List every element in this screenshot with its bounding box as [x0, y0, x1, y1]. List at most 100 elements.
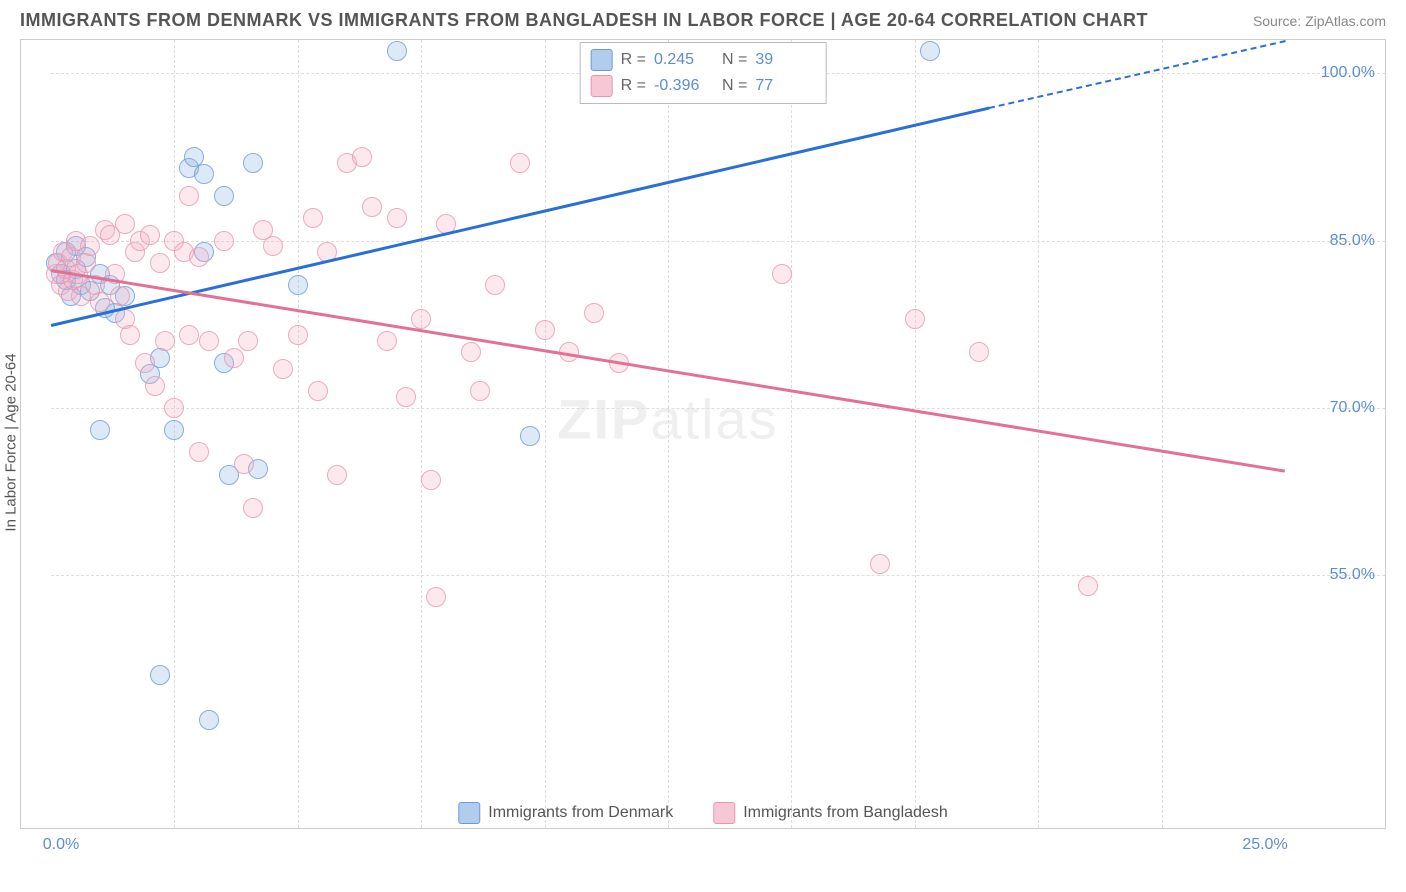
scatter-point	[189, 247, 209, 267]
scatter-point	[189, 442, 209, 462]
gridline-horizontal	[51, 575, 1385, 576]
scatter-point	[90, 292, 110, 312]
scatter-point	[120, 325, 140, 345]
scatter-point	[387, 41, 407, 61]
scatter-point	[470, 381, 490, 401]
scatter-point	[135, 353, 155, 373]
n-value-denmark: 39	[755, 51, 815, 69]
n-value-bangladesh: 77	[755, 77, 815, 95]
series-legend-bangladesh: Immigrants from Bangladesh	[713, 802, 948, 824]
scatter-point	[238, 331, 258, 351]
scatter-point	[969, 342, 989, 362]
scatter-point	[396, 387, 416, 407]
scatter-point	[150, 665, 170, 685]
scatter-point	[199, 331, 219, 351]
scatter-point	[224, 348, 244, 368]
scatter-point	[164, 420, 184, 440]
scatter-point	[426, 587, 446, 607]
gridline-vertical	[1038, 40, 1039, 828]
scatter-point	[110, 286, 130, 306]
scatter-point	[510, 153, 530, 173]
series-legend-denmark: Immigrants from Denmark	[458, 802, 673, 824]
scatter-point	[870, 554, 890, 574]
gridline-horizontal	[51, 241, 1385, 242]
gridline-horizontal	[51, 408, 1385, 409]
scatter-point	[1078, 576, 1098, 596]
scatter-point	[327, 465, 347, 485]
r-label: R =	[621, 77, 646, 95]
scatter-point	[145, 376, 165, 396]
chart-container: In Labor Force | Age 20-64 ZIPatlas R = …	[20, 39, 1386, 829]
scatter-point	[115, 214, 135, 234]
scatter-point	[90, 420, 110, 440]
scatter-point	[584, 303, 604, 323]
x-tick-label: 0.0%	[43, 836, 79, 854]
stats-legend-row-bangladesh: R = -0.396 N = 77	[591, 73, 816, 99]
series-legend: Immigrants from Denmark Immigrants from …	[458, 802, 947, 824]
scatter-point	[234, 454, 254, 474]
scatter-point	[199, 710, 219, 730]
legend-swatch-pink	[713, 802, 735, 824]
legend-swatch-blue	[591, 49, 613, 71]
chart-source: Source: ZipAtlas.com	[1253, 13, 1386, 29]
scatter-point	[485, 275, 505, 295]
scatter-point	[308, 381, 328, 401]
legend-swatch-pink	[591, 75, 613, 97]
gridline-vertical	[298, 40, 299, 828]
r-label: R =	[621, 51, 646, 69]
scatter-point	[273, 359, 293, 379]
chart-title: IMMIGRANTS FROM DENMARK VS IMMIGRANTS FR…	[20, 10, 1148, 31]
scatter-point	[421, 470, 441, 490]
scatter-point	[352, 147, 372, 167]
scatter-point	[387, 208, 407, 228]
scatter-point	[411, 309, 431, 329]
scatter-point	[288, 325, 308, 345]
scatter-point	[263, 236, 283, 256]
plot-area: ZIPatlas	[51, 40, 1285, 798]
y-tick-label: 55.0%	[1330, 566, 1375, 584]
scatter-point	[214, 186, 234, 206]
legend-swatch-blue	[458, 802, 480, 824]
series-name-bangladesh: Immigrants from Bangladesh	[743, 804, 948, 822]
scatter-point	[164, 398, 184, 418]
chart-header: IMMIGRANTS FROM DENMARK VS IMMIGRANTS FR…	[0, 0, 1406, 39]
stats-legend: R = 0.245 N = 39 R = -0.396 N = 77	[580, 42, 827, 104]
scatter-point	[288, 275, 308, 295]
gridline-vertical	[791, 40, 792, 828]
y-tick-label: 100.0%	[1321, 64, 1375, 82]
scatter-point	[520, 426, 540, 446]
scatter-point	[179, 186, 199, 206]
scatter-point	[362, 197, 382, 217]
y-tick-label: 70.0%	[1330, 399, 1375, 417]
scatter-point	[920, 41, 940, 61]
scatter-point	[461, 342, 481, 362]
n-label: N =	[722, 51, 747, 69]
scatter-point	[243, 498, 263, 518]
x-tick-label: 25.0%	[1242, 836, 1287, 854]
scatter-point	[535, 320, 555, 340]
gridline-vertical	[1162, 40, 1163, 828]
scatter-point	[377, 331, 397, 351]
scatter-point	[214, 231, 234, 251]
stats-legend-row-denmark: R = 0.245 N = 39	[591, 47, 816, 73]
scatter-point	[194, 164, 214, 184]
y-tick-label: 85.0%	[1330, 232, 1375, 250]
series-name-denmark: Immigrants from Denmark	[488, 804, 673, 822]
scatter-point	[155, 331, 175, 351]
scatter-point	[80, 236, 100, 256]
scatter-point	[150, 253, 170, 273]
scatter-point	[243, 153, 263, 173]
scatter-point	[772, 264, 792, 284]
scatter-point	[905, 309, 925, 329]
gridline-vertical	[668, 40, 669, 828]
scatter-point	[140, 225, 160, 245]
y-axis-label: In Labor Force | Age 20-64	[3, 353, 20, 531]
gridline-vertical	[915, 40, 916, 828]
r-value-denmark: 0.245	[654, 51, 714, 69]
r-value-bangladesh: -0.396	[654, 77, 714, 95]
scatter-point	[179, 325, 199, 345]
n-label: N =	[722, 77, 747, 95]
scatter-point	[303, 208, 323, 228]
gridline-vertical	[545, 40, 546, 828]
gridline-vertical	[421, 40, 422, 828]
